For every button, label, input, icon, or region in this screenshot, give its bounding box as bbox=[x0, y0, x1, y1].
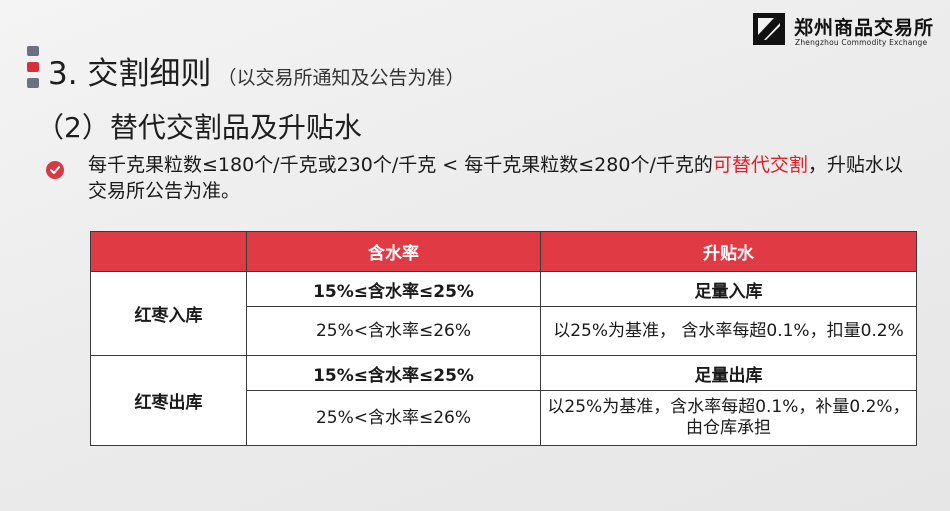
table-header-moisture: 含水率 bbox=[246, 231, 541, 272]
row-group-label: 红枣出库 bbox=[90, 355, 247, 446]
moisture-cell: 25%<含水率≤26% bbox=[246, 306, 541, 356]
adjustment-cell: 足量入库 bbox=[540, 271, 917, 307]
table-row: 红枣入库 15%≤含水率≤25% 足量入库 bbox=[90, 271, 917, 356]
accent-bar bbox=[27, 62, 39, 72]
exchange-logo-icon bbox=[753, 13, 785, 45]
slide-title-note: （以交易所通知及公告为准） bbox=[217, 67, 465, 89]
row-group-label: 红枣入库 bbox=[90, 271, 247, 356]
slide-title-main: 3. 交割细则 bbox=[48, 56, 212, 92]
exchange-name-en: Zhengzhou Commodity Exchange bbox=[795, 38, 928, 47]
title-accent-bars bbox=[27, 46, 39, 90]
table-header-empty bbox=[90, 231, 247, 272]
bullet-text: 每千克果粒数≤180个/千克或230个/千克 < 每千克果粒数≤280个/千克的… bbox=[88, 152, 908, 204]
slide-title: 3. 交割细则 （以交易所通知及公告为准） bbox=[48, 48, 464, 93]
check-icon bbox=[46, 161, 64, 179]
table-header-row: 含水率 升贴水 bbox=[90, 231, 917, 272]
exchange-logo: 郑州商品交易所 Zhengzhou Commodity Exchange bbox=[752, 8, 942, 48]
adjustment-cell: 以25%为基准，含水率每超0.1%，补量0.2%，由仓库承担 bbox=[540, 390, 917, 446]
adjustment-cell: 足量出库 bbox=[540, 355, 917, 391]
bullet-text-before: 每千克果粒数≤180个/千克或230个/千克 < 每千克果粒数≤280个/千克的 bbox=[88, 154, 713, 176]
moisture-cell: 25%<含水率≤26% bbox=[246, 390, 541, 446]
section-heading: （2）替代交割品及升贴水 bbox=[36, 111, 362, 144]
bullet-text-after: ，升贴水以交易所公告为准。 bbox=[88, 154, 903, 202]
table-row: 25%<含水率≤26% 以25%为基准，含水率每超0.1%，补量0.2%，由仓库… bbox=[91, 390, 917, 446]
accent-bar bbox=[27, 46, 39, 56]
table-row: 红枣出库 15%≤含水率≤25% 足量出库 bbox=[90, 355, 917, 446]
accent-bar bbox=[27, 78, 39, 88]
adjustment-cell: 以25%为基准， 含水率每超0.1%，扣量0.2% bbox=[540, 306, 917, 356]
table-header-adjustment: 升贴水 bbox=[540, 231, 917, 272]
delivery-table: 含水率 升贴水 红枣入库 15%≤含水率≤25% 足量入库 25%<含水率≤26… bbox=[90, 231, 917, 446]
moisture-cell: 15%≤含水率≤25% bbox=[246, 271, 541, 307]
bullet-highlight: 可替代交割 bbox=[712, 154, 808, 176]
exchange-name-cn: 郑州商品交易所 bbox=[794, 17, 935, 39]
moisture-cell: 15%≤含水率≤25% bbox=[246, 355, 541, 391]
